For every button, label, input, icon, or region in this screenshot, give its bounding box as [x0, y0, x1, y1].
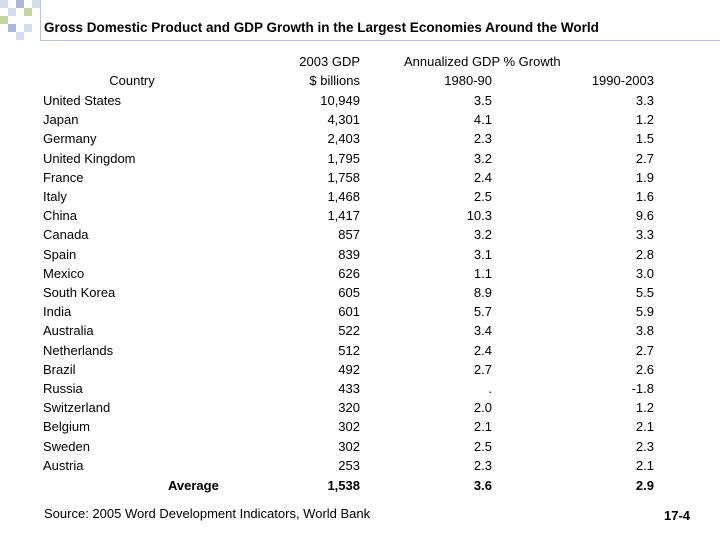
row-growth-1990-2003: 3.0	[635, 265, 654, 281]
row-growth-1980-90: 3.5	[473, 93, 492, 108]
row-gdp: 857	[338, 227, 360, 243]
row-growth-1980-90: 5.7	[473, 304, 492, 320]
row-growth-1980-90: 2.7	[473, 361, 492, 377]
row-country: Sweden	[43, 438, 90, 454]
row-growth-1990-2003: 1.2	[635, 112, 654, 128]
row-growth-1990-2003: 9.6	[635, 208, 654, 224]
row-country: Mexico	[43, 265, 85, 281]
row-growth-1980-90: 3.2	[473, 150, 492, 166]
row-growth-1980-90: 4.1	[473, 112, 492, 128]
row-country: Russia	[43, 381, 83, 396]
average-gdp: 1,538	[327, 478, 360, 493]
row-growth-1990-2003: 2.1	[635, 419, 654, 435]
row-growth-1980-90: 3.2	[473, 227, 492, 243]
row-country: Japan	[43, 112, 79, 128]
row-country: Brazil	[43, 361, 76, 377]
source-note: Source: 2005 Word Development Indicators…	[44, 506, 371, 521]
row-country: France	[43, 169, 84, 185]
row-gdp: 302	[338, 438, 360, 454]
row-growth-1990-2003: 5.5	[635, 285, 654, 300]
average-label: Average	[168, 478, 219, 493]
header-gdp-line1: 2003 GDP	[299, 54, 360, 69]
row-country: South Korea	[43, 285, 116, 300]
row-growth-1990-2003: 1.9	[635, 169, 654, 185]
average-growth-1980-90: 3.6	[473, 478, 492, 493]
header-gdp-line2: $ billions	[309, 73, 360, 88]
row-growth-1980-90: 2.0	[473, 400, 492, 416]
row-gdp: 512	[338, 342, 360, 358]
row-growth-1980-90: .	[488, 381, 492, 396]
row-growth-1990-2003: 2.3	[635, 438, 654, 454]
row-growth-1990-2003: 3.3	[635, 93, 654, 108]
row-gdp: 2,403	[327, 131, 360, 147]
row-growth-1980-90: 2.4	[473, 169, 492, 185]
title-divider-vertical	[40, 0, 41, 40]
row-gdp: 433	[338, 381, 360, 396]
row-country: India	[43, 304, 72, 320]
row-gdp: 4,301	[327, 112, 360, 128]
header-country: Country	[109, 73, 155, 88]
row-growth-1990-2003: 2.7	[635, 342, 654, 358]
row-gdp: 1,758	[327, 169, 360, 185]
row-growth-1980-90: 2.5	[473, 189, 492, 204]
row-country: Austria	[43, 457, 84, 473]
row-gdp: 839	[338, 246, 360, 262]
header-growth-1980-90: 1980-90	[444, 73, 492, 88]
row-gdp: 10,949	[320, 93, 360, 108]
row-gdp: 1,795	[327, 150, 360, 166]
row-growth-1980-90: 2.3	[473, 131, 492, 147]
row-gdp: 492	[338, 361, 360, 377]
row-country: Belgium	[43, 419, 90, 435]
page-number: 17-4	[664, 508, 691, 523]
row-growth-1990-2003: 1.6	[635, 189, 654, 204]
row-gdp: 601	[338, 304, 360, 320]
row-gdp: 626	[338, 265, 360, 281]
row-growth-1980-90: 3.1	[473, 246, 492, 262]
row-country: United Kingdom	[43, 150, 136, 166]
row-country: Canada	[43, 227, 89, 243]
row-country: United States	[43, 93, 122, 108]
header-growth: Annualized GDP % Growth	[404, 54, 561, 69]
row-country: Netherlands	[43, 342, 114, 358]
row-gdp: 320	[338, 400, 360, 416]
row-country: Switzerland	[43, 400, 111, 416]
row-country: Spain	[43, 246, 77, 262]
row-gdp: 1,468	[327, 189, 360, 204]
average-growth-1990-2003: 2.9	[635, 478, 654, 493]
row-growth-1980-90: 1.1	[473, 265, 492, 281]
row-growth-1990-2003: 2.7	[635, 150, 654, 166]
row-country: Australia	[43, 323, 94, 339]
row-growth-1990-2003: 1.2	[635, 400, 654, 416]
row-growth-1990-2003: 2.1	[635, 457, 654, 473]
row-country: China	[43, 208, 77, 224]
row-gdp: 522	[338, 323, 360, 339]
row-growth-1990-2003: 3.8	[635, 323, 654, 339]
row-growth-1980-90: 2.3	[473, 457, 492, 473]
row-growth-1980-90: 2.1	[473, 419, 492, 435]
page-title: Gross Domestic Product and GDP Growth in…	[44, 20, 599, 35]
row-growth-1980-90: 8.9	[473, 285, 492, 300]
row-gdp: 302	[338, 419, 360, 435]
row-country: Germany	[43, 131, 97, 147]
row-growth-1990-2003: 5.9	[635, 304, 654, 320]
row-gdp: 605	[338, 285, 360, 300]
row-gdp: 1,417	[327, 208, 360, 224]
row-gdp: 253	[338, 457, 360, 473]
row-growth-1990-2003: 2.6	[635, 361, 654, 377]
title-divider	[40, 40, 720, 41]
row-growth-1980-90: 2.4	[473, 342, 492, 358]
row-growth-1990-2003: 1.5	[635, 131, 654, 147]
row-country: Italy	[43, 189, 67, 204]
row-growth-1990-2003: 3.3	[635, 227, 654, 243]
row-growth-1980-90: 10.3	[466, 208, 492, 224]
row-growth-1980-90: 3.4	[473, 323, 492, 339]
row-growth-1990-2003: 2.8	[635, 246, 654, 262]
row-growth-1990-2003: -1.8	[631, 381, 654, 396]
header-growth-1990-2003: 1990-2003	[591, 73, 654, 88]
row-growth-1980-90: 2.5	[473, 438, 492, 454]
